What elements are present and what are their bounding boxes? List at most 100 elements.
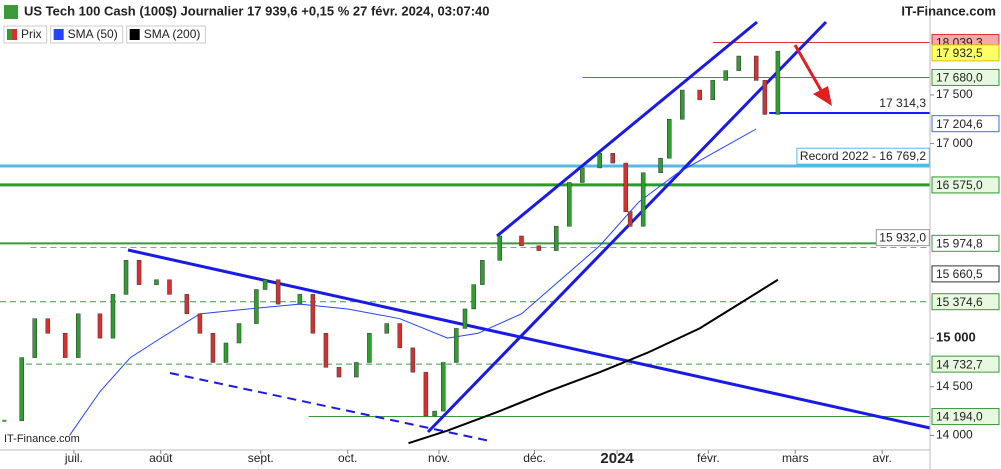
candle — [262, 279, 268, 290]
candle — [310, 294, 316, 334]
candle — [567, 182, 572, 227]
candle — [236, 323, 242, 344]
arrow-shaft — [793, 44, 824, 93]
legend-label: SMA (50) — [68, 27, 118, 41]
x-tick-label: avr. — [873, 451, 892, 465]
candle — [753, 55, 759, 81]
plot — [2, 50, 781, 445]
candle — [62, 333, 68, 358]
candle — [623, 162, 629, 212]
candle — [710, 80, 715, 101]
level-label-box — [931, 408, 1000, 426]
level-label: 15 974,8 — [936, 236, 983, 250]
x-tick-label: févr. — [697, 451, 720, 465]
candle — [762, 80, 768, 115]
level-label-box — [931, 176, 1000, 194]
candle — [480, 260, 485, 285]
legend-swatch — [12, 29, 17, 40]
candle — [723, 70, 728, 81]
candle — [667, 119, 672, 159]
level-label: 15 660,5 — [936, 267, 983, 281]
logo — [4, 5, 18, 19]
legend: Prix SMA (50) SMA (200) — [3, 25, 206, 44]
support-line — [169, 372, 491, 442]
level-annotation-box — [796, 147, 930, 165]
level-label-box — [931, 68, 1000, 86]
candle — [775, 50, 781, 115]
candle — [197, 313, 203, 334]
candle — [123, 260, 129, 295]
legend-item: SMA (50) — [50, 25, 124, 44]
candle — [19, 357, 24, 422]
header: US Tech 100 Cash (100$) Journalier 17 93… — [4, 3, 996, 445]
candle — [275, 279, 281, 305]
candle — [354, 362, 359, 378]
x-tick-label: mars — [782, 451, 809, 465]
axis-labels: 14 000 14 500 15 000 17 000 17 500 juil. août s… — [64, 33, 1000, 467]
x-tick-label: 2024 — [600, 450, 634, 467]
x-tick-label: nov. — [428, 451, 450, 465]
candle — [597, 153, 602, 169]
candle — [640, 172, 646, 227]
level-label: 14 732,7 — [936, 357, 983, 371]
arrow-head — [813, 86, 832, 106]
y-tick-label: 14 500 — [936, 379, 973, 393]
y-tick-label: 14 000 — [936, 428, 973, 442]
candle — [223, 342, 229, 363]
candle — [627, 211, 633, 227]
level-annotation: 17 314,3 — [879, 96, 926, 110]
level-label-box — [931, 115, 1000, 133]
chart-title: US Tech 100 Cash (100$) Journalier 17 93… — [24, 3, 490, 18]
x-tick-label: déc. — [523, 451, 546, 465]
legend-label: Prix — [21, 27, 42, 41]
level-label: 17 204,6 — [936, 117, 983, 131]
candle — [254, 289, 259, 324]
candle — [554, 226, 559, 251]
candle — [432, 410, 437, 417]
level-annotation: Record 2022 - 16 769,2 — [800, 149, 926, 163]
level-label: 15 374,6 — [936, 295, 983, 309]
candle — [423, 371, 429, 417]
candle — [45, 318, 51, 334]
y-tick-label: 15 000 — [936, 330, 976, 345]
candle — [210, 333, 216, 363]
source: IT-Finance.com — [901, 3, 996, 18]
level-label: 16 575,0 — [936, 178, 983, 192]
candle — [97, 313, 103, 339]
legend-swatch — [129, 29, 140, 40]
level-label-box — [931, 265, 1000, 283]
candle — [32, 318, 38, 358]
arrow — [793, 44, 832, 106]
legend-swatch — [53, 29, 64, 40]
level-label-box — [931, 355, 1000, 373]
level-annotation-box — [875, 229, 930, 247]
candle — [384, 323, 390, 334]
candle — [519, 235, 524, 246]
candle — [680, 89, 685, 120]
candle — [610, 153, 616, 164]
candle — [462, 308, 468, 329]
legend-label: SMA (200) — [144, 27, 201, 41]
legend-item: SMA (200) — [126, 25, 206, 44]
y-tick-label: 17 500 — [936, 87, 973, 101]
candle — [110, 294, 116, 339]
candle — [397, 323, 403, 349]
level-label-box — [931, 234, 1000, 252]
level-label: 17 680,0 — [936, 71, 983, 85]
candle — [536, 245, 542, 251]
level-label-box — [931, 44, 1000, 62]
legend-item: Prix — [3, 25, 48, 44]
channel-lower — [426, 20, 828, 434]
trend-lines — [127, 20, 931, 442]
candle — [336, 367, 342, 378]
candle — [658, 157, 663, 174]
candle — [136, 260, 142, 285]
candle — [367, 333, 372, 363]
candle — [697, 89, 702, 101]
x-tick-label: août — [149, 451, 173, 465]
candle — [75, 313, 81, 358]
x-tick-label: sept. — [248, 451, 274, 465]
level-label: 14 194,0 — [936, 410, 983, 424]
x-tick-label: juil. — [64, 451, 83, 465]
